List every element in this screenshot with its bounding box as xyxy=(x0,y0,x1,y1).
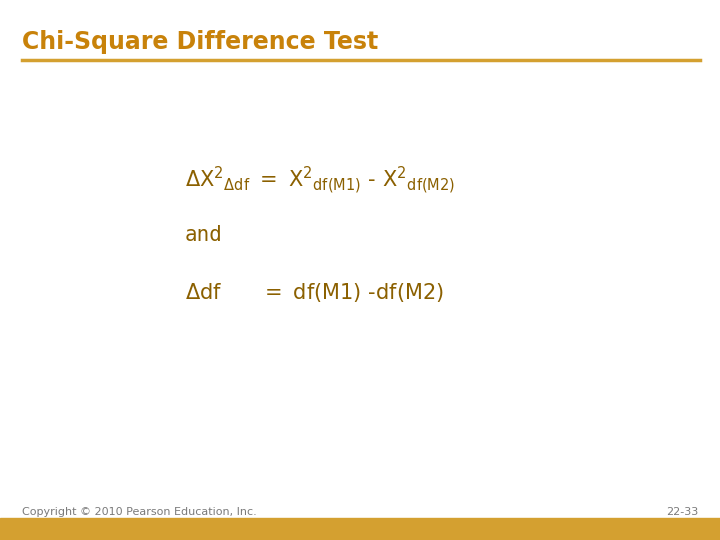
Text: 22-33: 22-33 xyxy=(666,507,698,517)
Bar xyxy=(0,518,720,540)
Text: and: and xyxy=(185,225,223,245)
Text: $\Delta\mathrm{X}^2{}_{\Delta\mathrm{df}}\ =\ \mathrm{X}^2{}_{\mathrm{df(M1)}}\ : $\Delta\mathrm{X}^2{}_{\Delta\mathrm{df}… xyxy=(185,164,455,196)
Text: $\Delta\mathrm{df}\quad\quad =\ \mathrm{df(M1)}\ \text{-}\mathrm{df(M2)}$: $\Delta\mathrm{df}\quad\quad =\ \mathrm{… xyxy=(185,280,444,303)
Text: Chi-Square Difference Test: Chi-Square Difference Test xyxy=(22,30,378,54)
Text: Copyright © 2010 Pearson Education, Inc.: Copyright © 2010 Pearson Education, Inc. xyxy=(22,507,257,517)
